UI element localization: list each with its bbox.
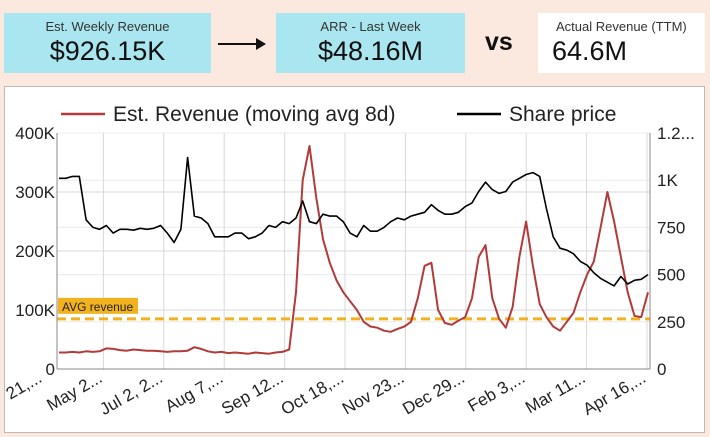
legend-label-share-price: Share price bbox=[509, 103, 616, 126]
y-right-tick-label: 1K bbox=[657, 171, 678, 190]
y-left-tick-label: 100K bbox=[15, 301, 55, 320]
kpi-actual-revenue: Actual Revenue (TTM) 64.6M bbox=[538, 13, 705, 73]
x-tick-label: Feb 3,... bbox=[465, 368, 529, 416]
vs-label: vs bbox=[485, 28, 513, 56]
y-right-tick-label: 250 bbox=[657, 313, 685, 332]
chart-series bbox=[59, 145, 649, 355]
chart-axes: 0 100K 200K 300K 400K 0 250 500 750 1K 1.2... pr 21… bbox=[0, 124, 695, 419]
x-tick-label: pr 21,... bbox=[5, 368, 45, 413]
legend-label-est-revenue: Est. Revenue (moving avg 8d) bbox=[113, 103, 395, 126]
y-right-tick-label: 500 bbox=[657, 266, 685, 285]
kpi-weekly-revenue: Est. Weekly Revenue $926.15K bbox=[4, 13, 211, 73]
y-left-tick-label: 200K bbox=[15, 242, 55, 261]
x-tick-label: Jul 2, 2... bbox=[97, 368, 166, 419]
x-tick-label: Nov 23... bbox=[339, 368, 407, 418]
x-tick-label: Mar 11... bbox=[522, 368, 589, 417]
series-line-share-price bbox=[59, 156, 649, 287]
kpi-arr-value: $48.16M bbox=[317, 36, 424, 66]
series-line-est-revenue bbox=[59, 145, 649, 355]
kpi-arr-label: ARR - Last Week bbox=[320, 19, 421, 34]
avg-revenue-line: AVG revenue bbox=[57, 297, 650, 321]
right-arrow-icon bbox=[218, 38, 266, 50]
x-tick-label: Oct 18,... bbox=[278, 368, 347, 419]
chart-panel: AVG revenue 0 100K 200K 300K 400K 0 250 500 750 1… bbox=[0, 86, 705, 433]
y-right-tick-label: 750 bbox=[657, 218, 685, 237]
x-tick-label: Aug 7,... bbox=[162, 368, 226, 416]
kpi-actual-label: Actual Revenue (TTM) bbox=[556, 19, 687, 34]
kpi-actual-value: 64.6M bbox=[552, 36, 628, 66]
y-left-tick-label: 0 bbox=[46, 360, 55, 379]
y-left-tick-label: 400K bbox=[15, 124, 55, 143]
kpi-arr: ARR - Last Week $48.16M bbox=[276, 13, 465, 73]
x-tick-label: Dec 29... bbox=[399, 368, 467, 418]
revenue-share-chart: AVG revenue 0 100K 200K 300K 400K 0 250 500 750 1… bbox=[0, 103, 695, 419]
avg-revenue-label: AVG revenue bbox=[62, 300, 133, 314]
kpi-weekly-label: Est. Weekly Revenue bbox=[45, 19, 170, 34]
x-tick-label: Sep 12... bbox=[218, 368, 286, 418]
y-right-tick-label: 0 bbox=[657, 360, 666, 379]
chart-grid bbox=[57, 132, 650, 370]
chart-legend: Est. Revenue (moving avg 8d) Share price bbox=[61, 103, 616, 126]
y-left-tick-label: 300K bbox=[15, 183, 55, 202]
y-right-tick-label: 1.2... bbox=[657, 124, 695, 143]
kpi-weekly-value: $926.15K bbox=[49, 36, 166, 66]
x-tick-label: Apr 16,... bbox=[580, 368, 649, 419]
avg-revenue-label-bg bbox=[58, 297, 138, 314]
